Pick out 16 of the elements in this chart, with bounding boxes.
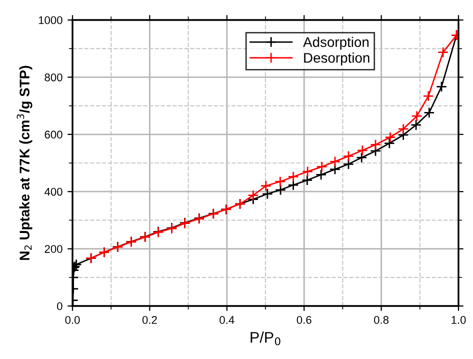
x-tick-label: 0.4: [220, 316, 234, 324]
y-tick-label: 0: [57, 302, 62, 310]
legend-label: Adsorption: [303, 36, 369, 50]
y-tick-label: 400: [44, 188, 62, 196]
x-tick-label: 0.6: [296, 316, 312, 324]
y-axis-title: N$_{2}$ Uptake at 77K (cm$^{3}$/g STP): [16, 66, 32, 260]
x-tick-label: 0.0: [65, 316, 80, 324]
x-tick-label: 0.2: [142, 316, 157, 324]
x-axis-title: P/P$_{0}$: [250, 332, 280, 346]
y-tick-label: 200: [44, 245, 62, 253]
x-tick-label: 0.8: [374, 316, 389, 324]
y-tick-label: 800: [44, 73, 62, 82]
x-tick-label: 1.0: [452, 316, 466, 324]
y-tick-label: 1000: [38, 16, 62, 24]
legend-label: Desorption: [304, 52, 370, 66]
y-tick-label: 600: [44, 130, 62, 139]
